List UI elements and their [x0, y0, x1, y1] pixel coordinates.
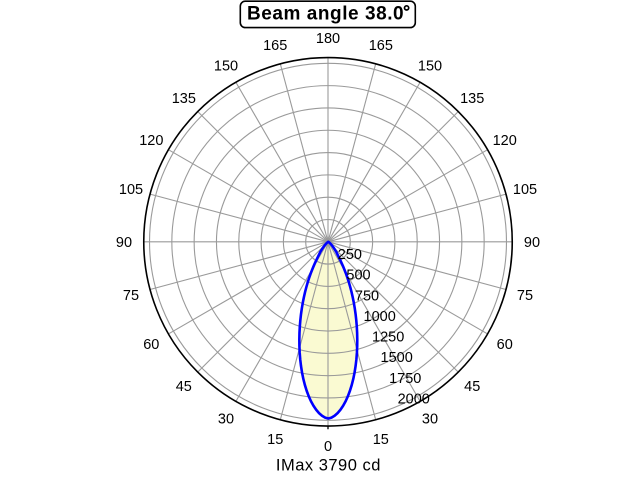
svg-text:135: 135 — [460, 91, 484, 107]
svg-text:150: 150 — [214, 58, 238, 74]
svg-text:500: 500 — [346, 268, 370, 284]
svg-text:135: 135 — [172, 91, 196, 107]
svg-text:105: 105 — [119, 182, 143, 198]
svg-text:90: 90 — [116, 235, 132, 251]
svg-text:60: 60 — [143, 337, 159, 353]
svg-text:30: 30 — [422, 412, 438, 428]
svg-text:2000: 2000 — [398, 391, 430, 407]
svg-text:150: 150 — [418, 58, 442, 74]
svg-text:45: 45 — [464, 379, 480, 395]
svg-text:165: 165 — [263, 38, 287, 54]
svg-text:180: 180 — [316, 31, 340, 47]
svg-text:15: 15 — [373, 432, 389, 448]
svg-text:750: 750 — [355, 288, 379, 304]
svg-text:15: 15 — [267, 432, 283, 448]
svg-text:Beam angle 38.0: Beam angle 38.0 — [247, 3, 404, 24]
svg-text:90: 90 — [524, 235, 540, 251]
svg-text:45: 45 — [176, 379, 192, 395]
svg-text:IMax 3790 cd: IMax 3790 cd — [276, 456, 381, 474]
svg-text:75: 75 — [123, 288, 139, 304]
svg-text:105: 105 — [513, 182, 537, 198]
svg-text:0: 0 — [324, 439, 332, 455]
svg-text:250: 250 — [338, 247, 362, 263]
svg-text:1750: 1750 — [389, 371, 421, 387]
svg-text:1000: 1000 — [364, 309, 396, 325]
svg-text:1250: 1250 — [372, 330, 404, 346]
svg-text:75: 75 — [517, 288, 533, 304]
svg-text:120: 120 — [493, 133, 517, 149]
svg-text:165: 165 — [369, 38, 393, 54]
svg-text:120: 120 — [139, 133, 163, 149]
svg-text:1500: 1500 — [381, 350, 413, 366]
svg-text:60: 60 — [497, 337, 513, 353]
svg-text:30: 30 — [218, 412, 234, 428]
